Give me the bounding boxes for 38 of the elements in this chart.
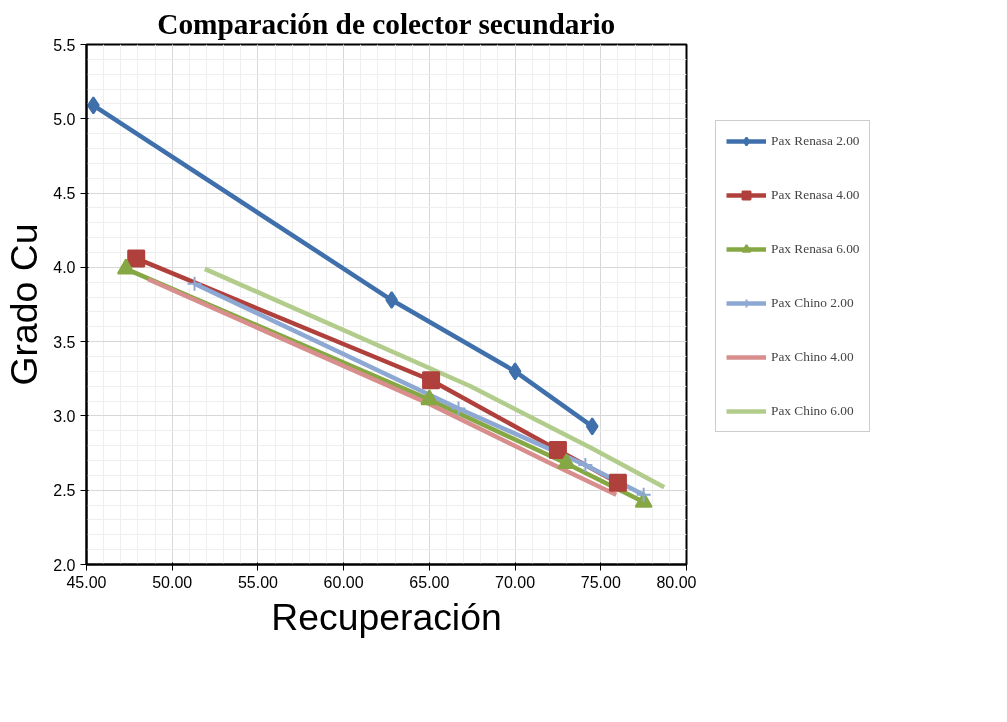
point (557, 453, 576, 470)
x-tick-label: 75.00 (580, 573, 621, 591)
x-tick-label: 55.00 (237, 573, 279, 591)
y-tick-label: 5.5 (53, 36, 76, 54)
x-tick-label: 50.00 (152, 573, 193, 591)
y-tick-label: 2.5 (53, 482, 76, 500)
y-axis-title: Grado Cu (3, 223, 46, 386)
legend-label: Pax Renasa 4.00 (771, 187, 860, 203)
y-tick-label: 4.0 (53, 259, 76, 277)
x-tick-label: 80.00 (656, 573, 697, 591)
x-tick-label: 70.00 (495, 573, 536, 591)
point (450, 400, 467, 417)
point (577, 456, 594, 473)
legend-label: Pax Chino 2.00 (771, 295, 854, 311)
line-series (145, 276, 619, 497)
point (127, 249, 146, 268)
point (585, 417, 599, 436)
x-tick-label: 65.00 (409, 573, 450, 591)
point (548, 441, 567, 460)
point (422, 371, 441, 390)
legend-label: Pax Chino 4.00 (771, 349, 854, 365)
x-tick-label: 60.00 (323, 573, 364, 591)
y-tick-label: 4.5 (53, 185, 76, 203)
x-tick-label: 45.00 (66, 573, 107, 591)
legend-label: Pax Chino 6.00 (771, 403, 854, 419)
point (608, 473, 627, 492)
y-tick-label: 5.0 (53, 110, 76, 128)
point (420, 389, 439, 406)
y-tick-label: 3.0 (53, 407, 76, 425)
x-axis-title: Recuperación (271, 595, 502, 638)
legend-label: Pax Renasa 2.00 (771, 133, 860, 149)
chart-title: Comparación de colector secundario (157, 7, 616, 40)
y-tick-label: 3.5 (53, 333, 76, 351)
point (635, 486, 652, 503)
y-tick-label: 2.0 (53, 556, 76, 574)
point (508, 362, 522, 381)
point (186, 275, 203, 292)
legend-label: Pax Renasa 6.00 (771, 241, 860, 257)
